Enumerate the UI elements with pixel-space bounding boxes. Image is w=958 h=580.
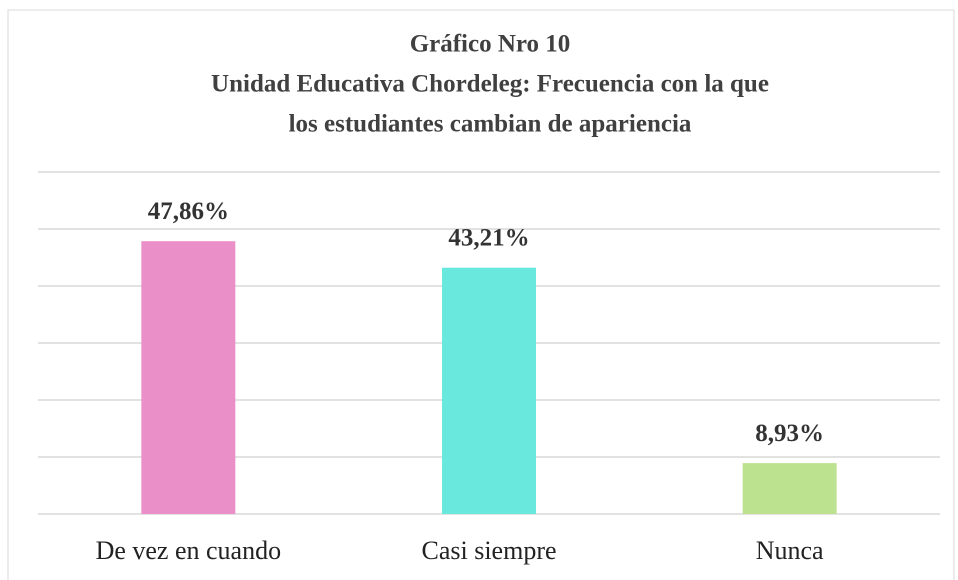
data-label: 47,86%	[148, 198, 229, 225]
bar	[141, 241, 236, 514]
bar	[742, 463, 837, 514]
chart-title: los estudiantes cambian de apariencia	[289, 111, 692, 138]
chart-title: Unidad Educativa Chordeleg: Frecuencia c…	[211, 71, 769, 98]
data-label: 43,21%	[448, 224, 529, 251]
data-label: 8,93%	[755, 420, 824, 447]
x-tick-label: Casi siempre	[421, 536, 556, 565]
x-tick-label: Nunca	[756, 536, 824, 565]
x-tick-label: De vez en cuando	[96, 536, 282, 565]
bar	[442, 267, 536, 514]
chart-title: Gráfico Nro 10	[410, 31, 571, 58]
